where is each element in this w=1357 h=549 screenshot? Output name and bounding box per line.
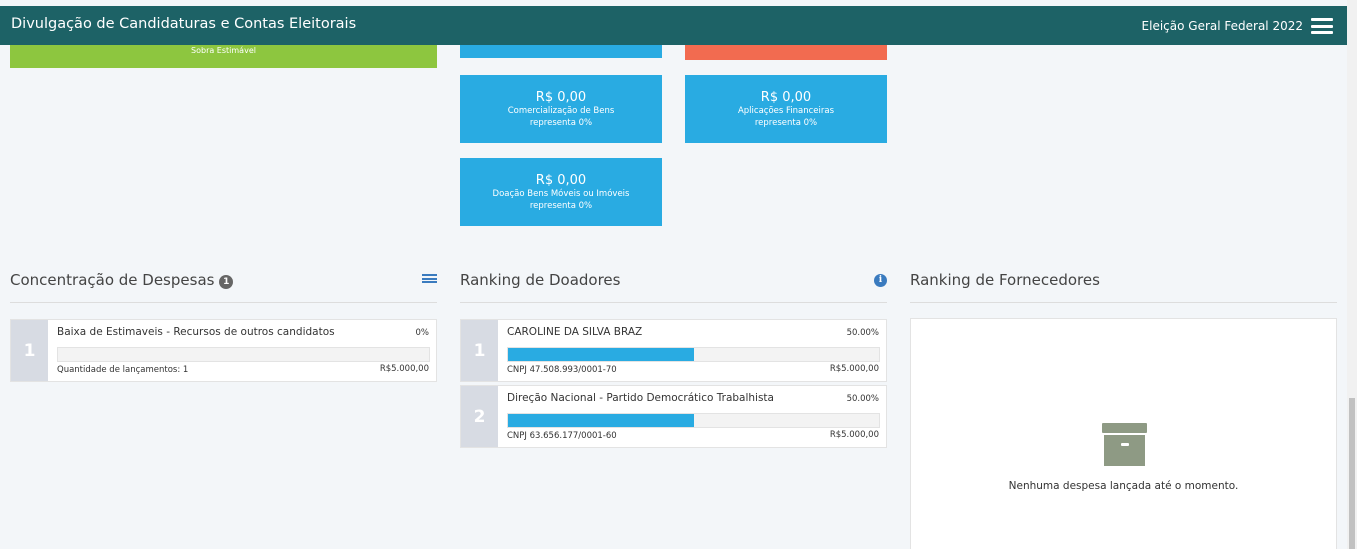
- donor-value: R$5.000,00: [829, 364, 879, 374]
- revenue-card-comercializacao: R$ 0,00 Comercialização de Bens represen…: [460, 75, 662, 143]
- revenue-card-aplicacoes: R$ 0,00 Aplicações Financeiras represent…: [685, 75, 887, 143]
- expense-value: R$5.000,00: [379, 364, 429, 374]
- revenue-card-doacao-bens: R$ 0,00 Doação Bens Móveis ou Imóveis re…: [460, 158, 662, 226]
- revenue-share: representa 0%: [754, 118, 818, 128]
- donor-percent: 50.00%: [846, 328, 879, 338]
- expenses-divider: [10, 302, 437, 303]
- scrollbar-thumb[interactable]: [1349, 398, 1355, 549]
- donors-divider: [460, 302, 887, 303]
- expense-percent: 0%: [415, 328, 430, 338]
- expense-name: Baixa de Estimaveis - Recursos de outros…: [57, 326, 335, 338]
- expense-row[interactable]: 1 Baixa de Estimaveis - Recursos de outr…: [10, 319, 437, 382]
- revenue-amount: R$ 0,00: [760, 90, 812, 105]
- donor-name: CAROLINE DA SILVA BRAZ: [507, 326, 643, 338]
- suppliers-empty-state: Nenhuma despesa lançada até o momento.: [910, 318, 1337, 549]
- expense-progress-bar: [57, 347, 430, 362]
- revenue-amount: R$ 0,00: [535, 173, 587, 188]
- rank-number: 1: [461, 320, 498, 381]
- list-icon[interactable]: [422, 274, 437, 286]
- expenses-count-badge: 1: [219, 275, 234, 289]
- donor-name: Direção Nacional - Partido Democrático T…: [507, 392, 774, 404]
- suppliers-title: Ranking de Fornecedores: [910, 271, 1100, 289]
- partial-red-card: [685, 45, 887, 60]
- donors-section-title: Ranking de Doadores: [460, 271, 620, 289]
- revenue-share: representa 0%: [529, 201, 593, 211]
- rank-number: 1: [11, 320, 48, 381]
- top-navbar: Divulgação de Candidaturas e Contas Elei…: [0, 6, 1347, 45]
- expenses-section-title: Concentração de Despesas 1: [10, 271, 234, 289]
- sobra-estimavel-card: Sobra Estimável: [10, 45, 437, 68]
- donor-cnpj: CNPJ 47.508.993/0001-70: [507, 365, 617, 375]
- rank-number: 2: [461, 386, 498, 447]
- expense-count: Quantidade de lançamentos: 1: [57, 365, 189, 375]
- revenue-label: Doação Bens Móveis ou Imóveis: [492, 189, 630, 199]
- partial-revenue-card: [460, 45, 662, 58]
- info-icon[interactable]: i: [874, 274, 887, 287]
- menu-icon[interactable]: [1311, 18, 1333, 34]
- election-label: Eleição Geral Federal 2022: [1141, 19, 1303, 33]
- donors-title: Ranking de Doadores: [460, 271, 621, 289]
- donor-percent: 50.00%: [846, 394, 879, 404]
- donor-progress-bar: [507, 347, 880, 362]
- suppliers-section-title: Ranking de Fornecedores: [910, 271, 1100, 289]
- donor-progress-bar: [507, 413, 880, 428]
- revenue-amount: R$ 0,00: [535, 90, 587, 105]
- revenue-label: Comercialização de Bens: [507, 106, 615, 116]
- expenses-title: Concentração de Despesas: [10, 271, 215, 289]
- page-scrollbar[interactable]: [1347, 0, 1357, 549]
- suppliers-divider: [910, 302, 1337, 303]
- donor-row[interactable]: 2 Direção Nacional - Partido Democrático…: [460, 385, 887, 448]
- donor-row[interactable]: 1 CAROLINE DA SILVA BRAZ 50.00% CNPJ 47.…: [460, 319, 887, 382]
- empty-message: Nenhuma despesa lançada até o momento.: [1008, 480, 1239, 492]
- revenue-label: Aplicações Financeiras: [737, 106, 835, 116]
- sobra-estimavel-label: Sobra Estimável: [191, 46, 256, 55]
- archive-icon: [1102, 423, 1147, 466]
- app-title[interactable]: Divulgação de Candidaturas e Contas Elei…: [11, 16, 357, 32]
- revenue-share: representa 0%: [529, 118, 593, 128]
- donor-value: R$5.000,00: [829, 430, 879, 440]
- donor-cnpj: CNPJ 63.656.177/0001-60: [507, 431, 617, 441]
